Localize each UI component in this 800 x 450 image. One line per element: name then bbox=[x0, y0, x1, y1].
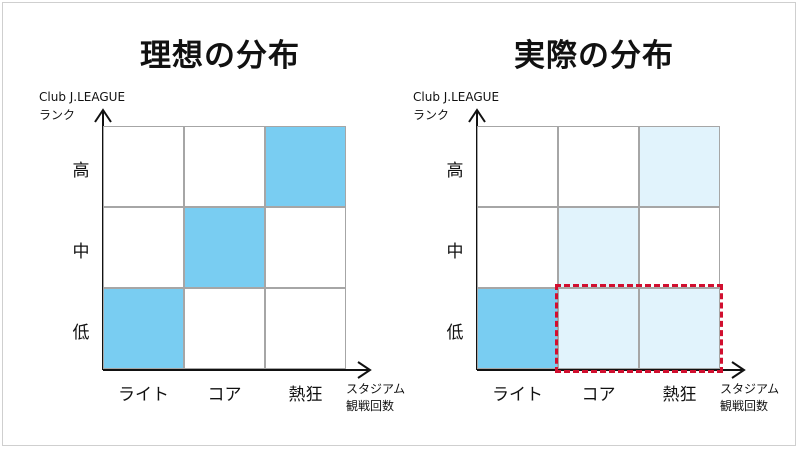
cell-mid-core bbox=[558, 207, 639, 288]
cell-mid-light bbox=[103, 207, 184, 288]
y-axis-label-line-1: Club J.LEAGUE bbox=[413, 90, 500, 104]
actual-distribution-title: 実際の分布 bbox=[514, 38, 674, 74]
cell-mid-core bbox=[184, 207, 265, 288]
y-axis-label: Club J.LEAGUE ランク bbox=[413, 88, 499, 124]
x-axis-label: スタジアム 観戦回数 bbox=[346, 381, 405, 415]
cell-high-light bbox=[103, 126, 184, 207]
cell-low-fanatic bbox=[639, 288, 720, 369]
cell-mid-light bbox=[477, 207, 558, 288]
slide-frame bbox=[2, 2, 796, 446]
x-axis-label-line-2: 観戦回数 bbox=[346, 399, 395, 413]
y-axis-arrowhead bbox=[468, 108, 486, 123]
cell-high-core bbox=[184, 126, 265, 207]
row-label-high: 高 bbox=[72, 161, 90, 181]
gap-highlight-box bbox=[555, 284, 723, 373]
y-axis-label: Club J.LEAGUE ランク bbox=[39, 88, 125, 124]
ideal-distribution-panel: 理想の分布 Club J.LEAGUE ランク 高 中 低 ライト コア 熱狂 … bbox=[39, 38, 405, 413]
cell-high-light bbox=[477, 126, 558, 207]
x-axis-label-line-1: スタジアム bbox=[346, 382, 406, 396]
row-label-mid: 中 bbox=[72, 242, 90, 262]
row-label-low: 低 bbox=[446, 323, 464, 343]
ideal-distribution-title: 理想の分布 bbox=[140, 38, 300, 74]
cell-high-fanatic bbox=[265, 126, 346, 207]
row-label-mid: 中 bbox=[446, 242, 464, 262]
y-axis-label-line-1: Club J.LEAGUE bbox=[39, 90, 126, 104]
y-axis-label-line-2: ランク bbox=[413, 108, 450, 122]
x-axis-arrowhead bbox=[357, 361, 372, 379]
x-axis-label: スタジアム 観戦回数 bbox=[720, 381, 779, 415]
x-axis-label-line-1: スタジアム bbox=[720, 382, 780, 396]
y-axis-arrowhead bbox=[94, 108, 112, 123]
cell-low-core bbox=[558, 288, 639, 369]
x-axis-arrowhead bbox=[731, 361, 746, 379]
col-label-light: ライト bbox=[492, 385, 543, 405]
col-label-core: コア bbox=[207, 385, 242, 405]
cell-low-light bbox=[477, 288, 558, 369]
cell-mid-fanatic bbox=[639, 207, 720, 288]
row-label-low: 低 bbox=[72, 323, 90, 343]
actual-distribution-panel: 実際の分布 Club J.LEAGUE ランク 高 中 低 ライト コア 熱狂 … bbox=[374, 0, 779, 450]
cell-low-light bbox=[103, 288, 184, 369]
cell-high-fanatic bbox=[639, 126, 720, 207]
x-axis-label-line-2: 観戦回数 bbox=[720, 399, 769, 413]
col-label-core: コア bbox=[581, 385, 616, 405]
cell-high-core bbox=[558, 126, 639, 207]
col-label-fanatic: 熱狂 bbox=[288, 385, 323, 405]
row-label-high: 高 bbox=[446, 161, 464, 181]
cell-low-fanatic bbox=[265, 288, 346, 369]
col-label-fanatic: 熱狂 bbox=[662, 385, 697, 405]
cell-mid-fanatic bbox=[265, 207, 346, 288]
cell-low-core bbox=[184, 288, 265, 369]
y-axis-label-line-2: ランク bbox=[39, 108, 76, 122]
col-label-light: ライト bbox=[118, 385, 169, 405]
